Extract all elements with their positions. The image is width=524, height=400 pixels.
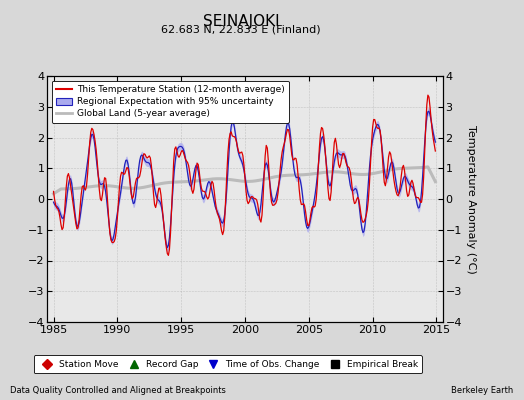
Legend: Station Move, Record Gap, Time of Obs. Change, Empirical Break: Station Move, Record Gap, Time of Obs. C…	[34, 356, 422, 374]
Text: Data Quality Controlled and Aligned at Breakpoints: Data Quality Controlled and Aligned at B…	[10, 386, 226, 395]
Y-axis label: Temperature Anomaly (°C): Temperature Anomaly (°C)	[466, 125, 476, 273]
Text: Berkeley Earth: Berkeley Earth	[451, 386, 514, 395]
Text: SEINAJOKI: SEINAJOKI	[203, 14, 279, 29]
Text: 62.683 N, 22.833 E (Finland): 62.683 N, 22.833 E (Finland)	[161, 25, 321, 35]
Legend: This Temperature Station (12-month average), Regional Expectation with 95% uncer: This Temperature Station (12-month avera…	[52, 80, 289, 123]
